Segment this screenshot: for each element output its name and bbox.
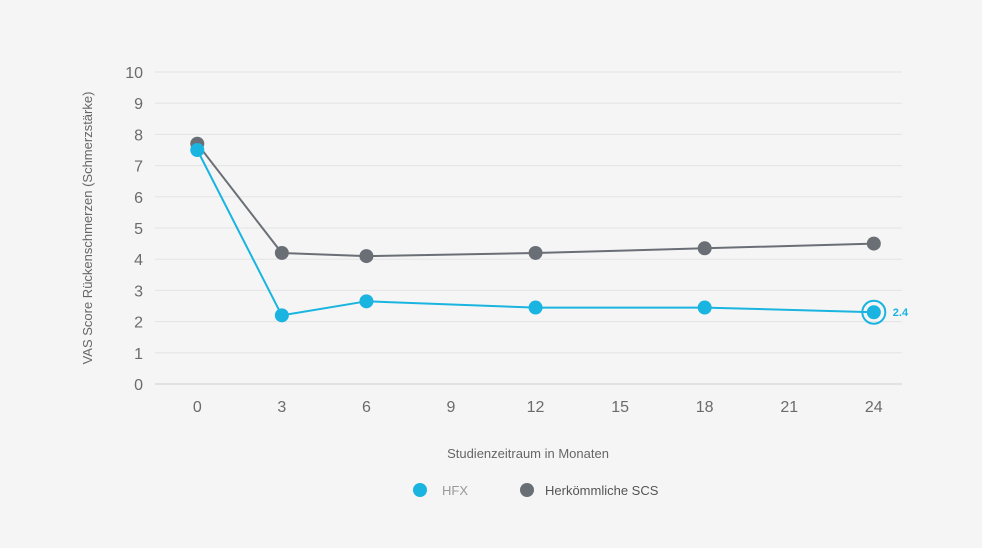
y-tick-label-2: 2 bbox=[134, 315, 143, 332]
legend: HFX Herkömmliche SCS bbox=[413, 483, 659, 498]
series-lines bbox=[196, 143, 874, 317]
x-tick-label-24: 24 bbox=[865, 399, 883, 416]
y-tick-label-9: 9 bbox=[134, 96, 143, 113]
x-axis-title: Studienzeitraum in Monaten bbox=[447, 446, 609, 461]
x-tick-label-9: 9 bbox=[447, 399, 456, 416]
x-tick-label-15: 15 bbox=[611, 399, 629, 416]
y-tick-label-0: 0 bbox=[134, 377, 143, 394]
data-point-s1-24[interactable] bbox=[866, 236, 881, 251]
data-point-s1-6[interactable] bbox=[359, 249, 374, 264]
y-tick-label-8: 8 bbox=[134, 127, 143, 144]
legend-marker-1[interactable] bbox=[520, 483, 534, 497]
data-point-s1-3[interactable] bbox=[274, 245, 289, 260]
data-point-s0-18[interactable] bbox=[697, 300, 712, 315]
y-axis-ticks: 0 1 2 3 4 5 6 7 8 9 10 bbox=[125, 65, 143, 394]
data-point-s1-12[interactable] bbox=[528, 245, 543, 260]
series-line-0 bbox=[196, 149, 874, 317]
data-point-s0-3[interactable] bbox=[274, 308, 289, 323]
legend-label-0[interactable]: HFX bbox=[442, 483, 468, 498]
y-tick-label-4: 4 bbox=[134, 252, 143, 269]
y-axis-title: VAS Score Rückenschmerzen (Schmerzstärke… bbox=[80, 92, 95, 365]
data-label-0: 2.4 bbox=[893, 307, 909, 319]
y-tick-label-6: 6 bbox=[134, 190, 143, 207]
y-tick-label-1: 1 bbox=[134, 346, 143, 363]
grid-lines bbox=[155, 71, 902, 385]
data-point-s0-6[interactable] bbox=[359, 294, 374, 309]
data-points bbox=[190, 136, 881, 323]
x-axis-ticks: 0 3 6 9 12 15 18 21 24 bbox=[193, 399, 883, 416]
data-point-s0-24[interactable] bbox=[866, 305, 881, 320]
series-line-1 bbox=[196, 143, 874, 258]
x-tick-label-18: 18 bbox=[696, 399, 714, 416]
y-tick-label-10: 10 bbox=[125, 65, 143, 82]
y-tick-label-5: 5 bbox=[134, 221, 143, 238]
annotations: 2.4 bbox=[861, 299, 909, 325]
highlight-ring bbox=[861, 299, 887, 325]
x-tick-label-3: 3 bbox=[277, 399, 286, 416]
x-tick-label-0: 0 bbox=[193, 399, 202, 416]
x-tick-label-21: 21 bbox=[780, 399, 798, 416]
y-tick-label-7: 7 bbox=[134, 159, 143, 176]
x-tick-label-12: 12 bbox=[527, 399, 545, 416]
legend-label-1[interactable]: Herkömmliche SCS bbox=[545, 483, 659, 498]
data-point-s1-18[interactable] bbox=[697, 241, 712, 256]
y-tick-label-3: 3 bbox=[134, 283, 143, 300]
data-point-s0-0[interactable] bbox=[190, 143, 205, 157]
x-tick-label-6: 6 bbox=[362, 399, 371, 416]
legend-marker-0[interactable] bbox=[413, 483, 427, 497]
data-point-s0-12[interactable] bbox=[528, 300, 543, 315]
